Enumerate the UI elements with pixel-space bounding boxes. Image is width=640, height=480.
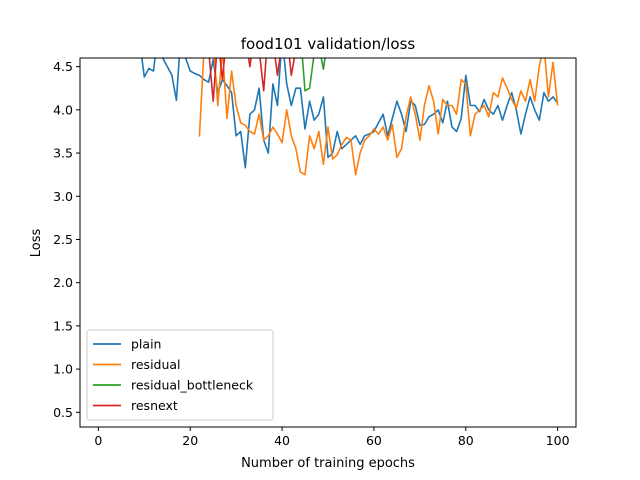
x-tick-label: 100 (546, 433, 570, 448)
legend-label-resnext: resnext (131, 398, 178, 413)
legend-label-residual_bottleneck: residual_bottleneck (131, 378, 254, 393)
chart-title: food101 validation/loss (241, 35, 416, 53)
legend-label-plain: plain (131, 337, 161, 352)
y-tick-label: 4.5 (53, 59, 73, 74)
plot-frame (79, 57, 577, 428)
series-line-plain (141, 58, 559, 169)
series-line-residual (198, 58, 559, 176)
y-tick-label: 3.5 (53, 146, 73, 161)
x-tick-label: 60 (366, 433, 382, 448)
x-axis-label: Number of training epochs (241, 456, 415, 471)
y-tick-label: 4.0 (53, 102, 73, 117)
x-tick-label: 80 (458, 433, 474, 448)
y-tick-label: 2.0 (53, 275, 73, 290)
x-tick-label: 0 (94, 433, 102, 448)
y-tick-label: 3.0 (53, 189, 73, 204)
x-tick-label: 20 (182, 433, 198, 448)
y-tick-label: 1.5 (53, 318, 73, 333)
x-tick-label: 40 (274, 433, 290, 448)
y-tick-label: 0.5 (53, 405, 73, 420)
y-axis-label: Loss (29, 229, 44, 258)
legend-box (86, 329, 274, 421)
y-tick-label: 2.5 (53, 232, 73, 247)
legend-label-residual: residual (131, 357, 181, 372)
y-tick-label: 1.0 (53, 362, 73, 377)
series-line-residual_bottleneck (301, 58, 326, 92)
